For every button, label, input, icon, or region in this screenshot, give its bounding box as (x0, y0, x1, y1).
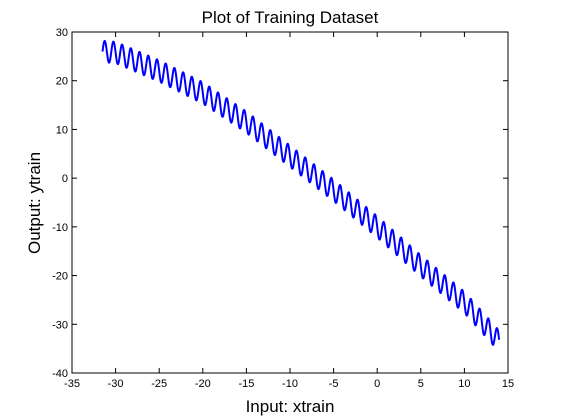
y-tick-label: 10 (56, 124, 68, 136)
x-tick-label: -30 (108, 378, 124, 390)
y-tick-label: -10 (52, 222, 68, 234)
plot-area-frame (71, 31, 509, 374)
y-tick-label: 30 (56, 27, 68, 39)
x-tick-label: 15 (502, 378, 514, 390)
x-tick-label: -20 (195, 378, 211, 390)
x-axis-ticks: -35 -30 -25 -20 -15 -10 -5 0 5 10 15 (64, 32, 514, 390)
x-tick-label: -15 (238, 378, 254, 390)
x-axis-label: Input: xtrain (246, 397, 335, 416)
y-tick-label: -20 (52, 271, 68, 283)
series-line (101, 39, 501, 346)
x-tick-label: 10 (458, 378, 470, 390)
x-tick-label: -5 (329, 378, 339, 390)
y-tick-label: 20 (56, 76, 68, 88)
y-tick-label: -30 (52, 319, 68, 331)
x-tick-label: 0 (374, 378, 380, 390)
y-axis-label: Output: ytrain (25, 152, 44, 254)
y-tick-label: 0 (62, 173, 68, 185)
x-tick-label: -25 (151, 378, 167, 390)
x-tick-label: 5 (418, 378, 424, 390)
chart-title: Plot of Training Dataset (202, 8, 379, 27)
x-tick-label: -10 (282, 378, 298, 390)
x-tick-label: -35 (64, 378, 80, 390)
y-tick-label: -40 (52, 368, 68, 380)
y-axis-ticks: -40 -30 -20 -10 0 10 20 30 (52, 27, 508, 380)
